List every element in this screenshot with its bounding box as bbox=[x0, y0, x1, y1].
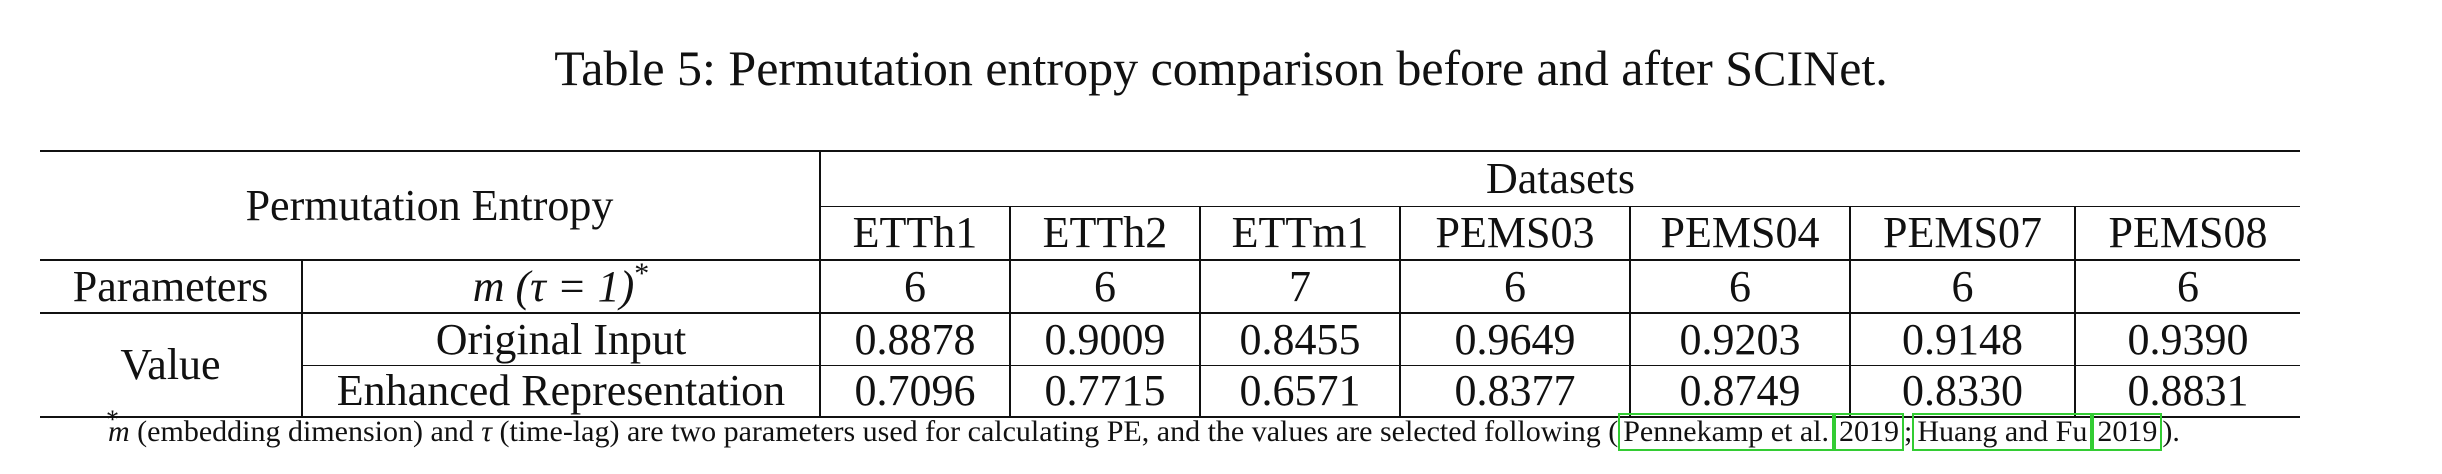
value-label: Value bbox=[40, 313, 303, 418]
table-cell: 0.9009 bbox=[1010, 313, 1201, 366]
table-footnote: * m (embedding dimension) and τ (time-la… bbox=[106, 405, 2180, 452]
parameter-value: 6 bbox=[2075, 260, 2300, 314]
parameter-value: 6 bbox=[1850, 260, 2076, 314]
dataset-header-pems03: PEMS03 bbox=[1400, 206, 1631, 261]
parameter-value: 6 bbox=[1630, 260, 1851, 314]
citation-year-link-huang-fu[interactable]: 2019 bbox=[2092, 413, 2163, 451]
table-cell: 0.9649 bbox=[1400, 313, 1631, 366]
parameter-footnote-marker: * bbox=[634, 260, 650, 290]
dataset-header-pems08: PEMS08 bbox=[2075, 206, 2300, 261]
citation-year-link-pennekamp[interactable]: 2019 bbox=[1834, 413, 1905, 451]
footnote-open-paren: ( bbox=[1608, 415, 1619, 448]
dataset-header-pems04: PEMS04 bbox=[1630, 206, 1851, 261]
table-cell: 0.8749 bbox=[1630, 365, 1851, 418]
table-cell: 0.7715 bbox=[1010, 365, 1201, 418]
dataset-header-etth2: ETTh2 bbox=[1010, 206, 1201, 261]
footnote-close-paren: ). bbox=[2162, 415, 2180, 448]
parameter-name-cell: m (τ = 1)* bbox=[302, 260, 821, 314]
parameter-value: 6 bbox=[1400, 260, 1631, 314]
footnote-text-1: (embedding dimension) and bbox=[129, 415, 482, 448]
datasets-header: Datasets bbox=[820, 150, 2300, 207]
parameter-value: 7 bbox=[1200, 260, 1401, 314]
dataset-header-ettm1: ETTm1 bbox=[1200, 206, 1401, 261]
table-cell: 0.9148 bbox=[1850, 313, 2076, 366]
table-cell: 0.9390 bbox=[2075, 313, 2300, 366]
corner-header: Permutation Entropy bbox=[40, 150, 821, 261]
table-caption: Table 5: Permutation entropy comparison … bbox=[554, 40, 1888, 96]
table-cell: 0.8455 bbox=[1200, 313, 1401, 366]
parameters-label: Parameters bbox=[40, 260, 303, 314]
table-cell: 0.9203 bbox=[1630, 313, 1851, 366]
parameter-value: 6 bbox=[1010, 260, 1201, 314]
row-label-enhanced-representation: Enhanced Representation bbox=[302, 365, 821, 418]
footnote-text-2: (time-lag) are two parameters used for c… bbox=[492, 415, 1609, 448]
table-cell: 0.8377 bbox=[1400, 365, 1631, 418]
citation-link-pennekamp[interactable]: Pennekamp et al. bbox=[1618, 413, 1835, 451]
footnote-marker: * bbox=[106, 405, 119, 434]
parameter-value: 6 bbox=[820, 260, 1011, 314]
table-cell: 0.8831 bbox=[2075, 365, 2300, 418]
dataset-header-etth1: ETTh1 bbox=[820, 206, 1011, 261]
table-cell: 0.7096 bbox=[820, 365, 1011, 418]
footnote-m: m bbox=[108, 415, 130, 448]
table-cell: 0.8878 bbox=[820, 313, 1011, 366]
citation-separator: ; bbox=[1904, 415, 1913, 448]
row-label-original-input: Original Input bbox=[302, 313, 821, 366]
dataset-header-pems07: PEMS07 bbox=[1850, 206, 2076, 261]
table-cell: 0.6571 bbox=[1200, 365, 1401, 418]
footnote-tau: τ bbox=[481, 415, 493, 448]
parameter-name: m (τ = 1) bbox=[472, 261, 635, 311]
table-cell: 0.8330 bbox=[1850, 365, 2076, 418]
citation-link-huang-fu[interactable]: Huang and Fu bbox=[1912, 413, 2093, 451]
permutation-entropy-table: Permutation Entropy Datasets ETTh1 ETTh2… bbox=[40, 150, 2300, 418]
